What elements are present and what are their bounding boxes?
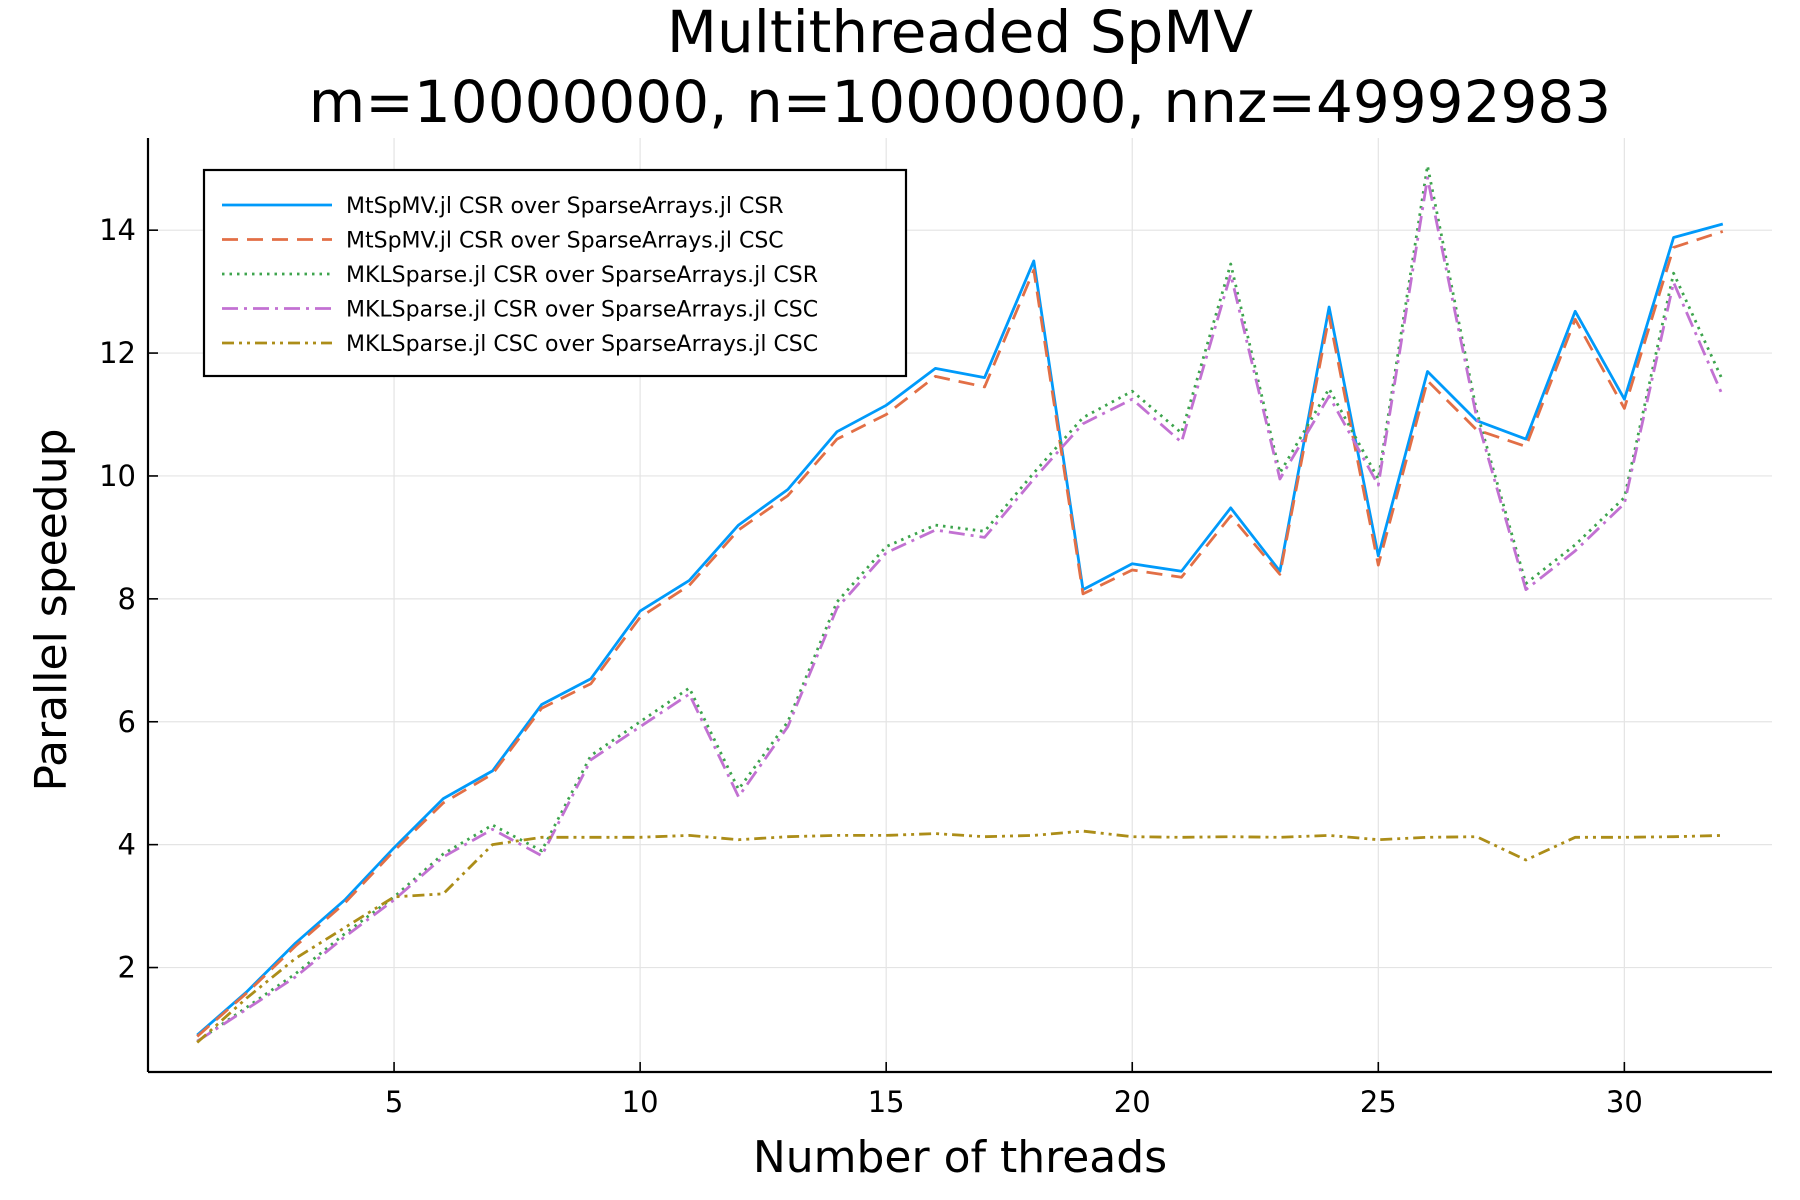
series-line-4 <box>196 176 1725 1043</box>
x-tick-label: 25 <box>1360 1085 1397 1119</box>
series-lines <box>196 164 1725 1044</box>
series-line-2 <box>196 230 1724 1038</box>
chart-title: Multithreaded SpMV <box>667 0 1253 66</box>
axes <box>146 138 1772 1074</box>
x-tick-label: 5 <box>385 1085 403 1119</box>
legend-label-3: MKLSparse.jl CSR over SparseArrays.jl CS… <box>346 263 818 288</box>
series-line-3 <box>196 164 1725 1043</box>
ticks: 5 10 15 20 25 30 2 4 6 8 10 12 14 <box>99 213 1643 1119</box>
legend: MtSpMV.jl CSR over SparseArrays.jl CSR Mt… <box>202 168 908 378</box>
y-tick-label: 12 <box>99 336 136 370</box>
y-tick-label: 8 <box>118 582 136 616</box>
series-line-1 <box>196 222 1724 1037</box>
y-tick-label: 6 <box>118 705 136 739</box>
x-tick-label: 30 <box>1606 1085 1643 1119</box>
legend-label-5: MKLSparse.jl CSC over SparseArrays.jl CS… <box>346 332 818 357</box>
x-tick-label: 20 <box>1114 1085 1151 1119</box>
legend-items: MtSpMV.jl CSR over SparseArrays.jl CSR Mt… <box>222 194 818 357</box>
x-axis-title: Number of threads <box>753 1132 1167 1183</box>
legend-label-2: MtSpMV.jl CSR over SparseArrays.jl CSC <box>346 229 784 254</box>
x-tick-label: 10 <box>622 1085 659 1119</box>
y-tick-label: 2 <box>118 951 136 985</box>
legend-label-4: MKLSparse.jl CSR over SparseArrays.jl CS… <box>346 298 818 323</box>
y-tick-label: 4 <box>118 828 136 862</box>
y-tick-label: 10 <box>99 459 136 493</box>
series-line-5 <box>196 829 1723 1044</box>
y-tick-label: 14 <box>99 213 136 247</box>
x-tick-label: 15 <box>868 1085 905 1119</box>
y-axis-title: Parallel speedup <box>26 428 77 791</box>
chart-subtitle: m=10000000, n=10000000, nnz=49992983 <box>309 68 1611 136</box>
legend-label-1: MtSpMV.jl CSR over SparseArrays.jl CSR <box>346 194 784 219</box>
